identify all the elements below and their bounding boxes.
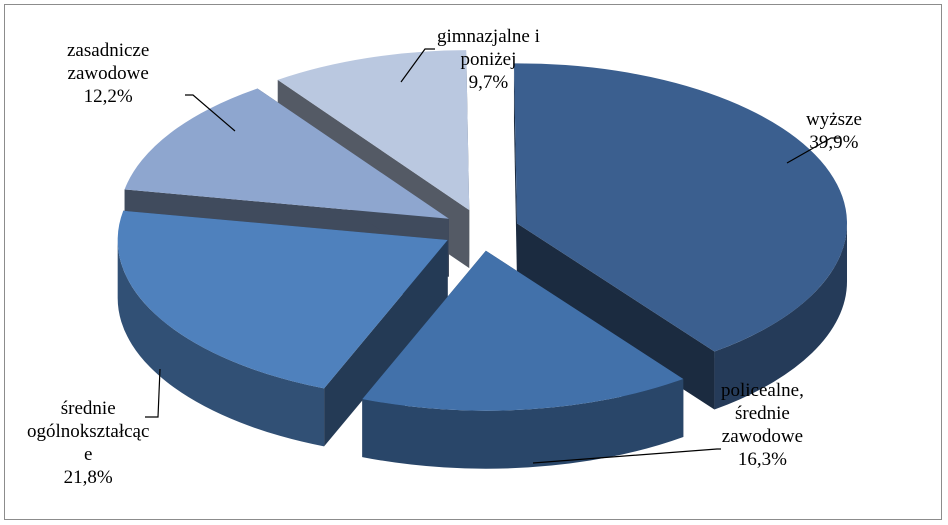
label-policealne-name-2: średnie: [734, 403, 790, 424]
label-zasadnicze: zasadnicze zawodowe 12,2%: [67, 39, 149, 108]
label-zasadnicze-value: 12,2%: [83, 86, 133, 107]
chart-frame: wyższe 39,9% policealne, średnie zawodow…: [4, 4, 942, 520]
label-gimnazjalne-name-2: poniżej: [460, 49, 517, 70]
label-wyzsze: wyższe 39,9%: [806, 108, 862, 154]
leader-line-3: [185, 94, 236, 132]
label-srednie-ogolnoksztalcace: średnie ogólnokształcąc e 21,8%: [27, 397, 149, 489]
label-srednie-name-3: e: [83, 444, 93, 465]
label-gimnazjalne-name-1: gimnazjalne i: [437, 26, 540, 47]
pie-slice-0: [513, 63, 848, 410]
pie-slice-2: [117, 210, 448, 447]
label-policealne-name-3: zawodowe: [721, 426, 804, 447]
label-srednie-name-1: średnie: [60, 398, 116, 419]
label-policealne-name-1: policealne,: [721, 380, 804, 401]
label-srednie-name-2: ogólnokształcąc: [27, 421, 150, 442]
label-gimnazjalne-value: 9,7%: [468, 72, 509, 93]
label-srednie-value: 21,8%: [63, 467, 113, 488]
label-policealne-value: 16,3%: [737, 449, 787, 470]
leader-line-4: [400, 48, 435, 83]
label-zasadnicze-name-1: zasadnicze: [67, 40, 150, 61]
label-wyzsze-value: 39,9%: [809, 132, 859, 153]
leader-lines: [145, 48, 841, 464]
leader-line-2: [145, 368, 161, 418]
label-policealne: policealne, średnie zawodowe 16,3%: [721, 379, 804, 471]
label-wyzsze-name: wyższe: [806, 109, 862, 130]
pie-chart: [117, 48, 848, 469]
pie-slice-1: [362, 250, 684, 469]
label-zasadnicze-name-2: zawodowe: [67, 63, 149, 84]
label-gimnazjalne: gimnazjalne i poniżej 9,7%: [437, 25, 540, 94]
leader-line-1: [532, 448, 721, 464]
leader-line-0: [786, 137, 841, 164]
